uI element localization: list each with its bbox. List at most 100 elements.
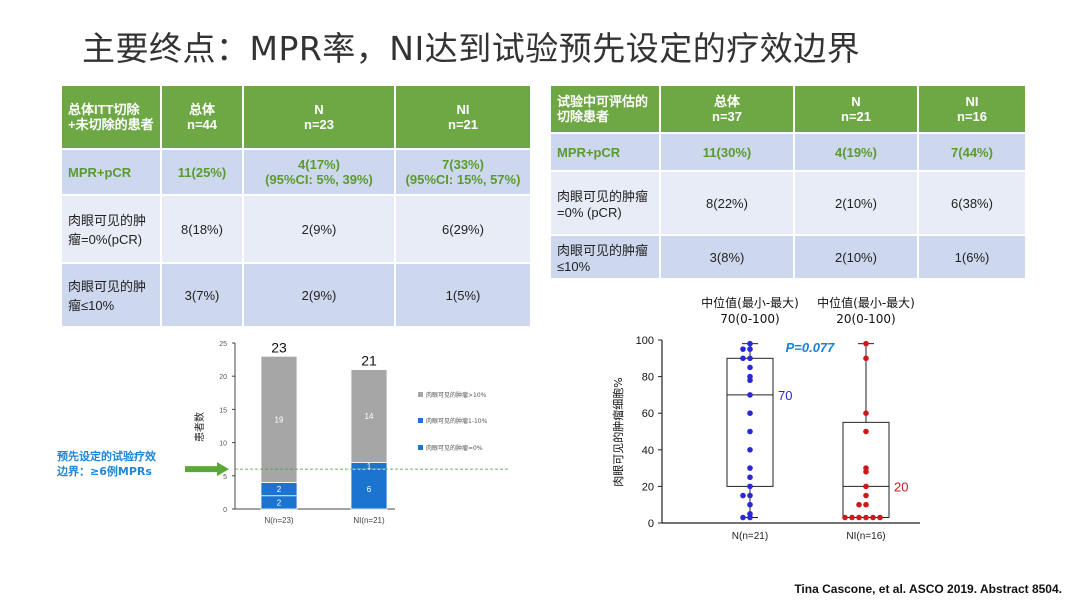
slide-title: 主要终点：MPR率，NI达到试验预先设定的疗效边界 xyxy=(82,29,861,68)
data-point xyxy=(747,364,753,371)
header-cell: NI n=16 xyxy=(917,84,1027,134)
cell: 2(9%) xyxy=(242,194,396,264)
row-label: 肉眼可见的肿瘤≤10% xyxy=(60,262,162,328)
data-point xyxy=(747,501,753,508)
bar-total-label: 21 xyxy=(361,353,377,369)
cell: 6(29%) xyxy=(394,194,532,264)
data-point xyxy=(747,483,753,490)
data-point xyxy=(747,355,753,362)
data-point xyxy=(747,340,753,347)
legend-label: 肉眼可见的肿瘤>10% xyxy=(426,391,487,399)
y-tick-label: 10 xyxy=(219,441,227,448)
cell: 6(38%) xyxy=(917,170,1027,236)
row-label: 肉眼可见的肿瘤≤10% xyxy=(549,234,661,280)
data-point xyxy=(863,501,869,508)
y-tick-label: 20 xyxy=(642,481,654,493)
header-cell: N n=23 xyxy=(242,84,396,150)
y-tick-label: 80 xyxy=(642,372,654,384)
legend-label: 肉眼可见的肿瘤1-10% xyxy=(426,417,488,425)
y-tick-label: 20 xyxy=(219,374,227,381)
bar-segment xyxy=(260,355,298,483)
cell: 2(10%) xyxy=(793,234,919,280)
data-point xyxy=(747,392,753,398)
y-tick-label: 0 xyxy=(223,507,227,514)
data-point xyxy=(856,514,862,521)
bar-total-label: 23 xyxy=(271,339,287,355)
header-cell: NI n=21 xyxy=(394,84,532,150)
data-point xyxy=(856,501,862,508)
annotation-line2: 边界：≥6例MPRs xyxy=(56,464,152,478)
data-point xyxy=(747,447,753,453)
data-point xyxy=(863,355,869,362)
column-header-line1: 中位值(最小-最大) xyxy=(701,295,799,310)
header-cell: 总体 n=44 xyxy=(160,84,244,150)
cell: 11(30%) xyxy=(659,132,795,172)
data-point xyxy=(740,355,746,362)
data-point xyxy=(877,514,883,521)
legend-swatch xyxy=(418,445,423,450)
legend-label: 肉眼可见的肿瘤=0% xyxy=(426,444,483,452)
x-tick-label: NI(n=21) xyxy=(353,516,385,525)
row-label: 肉眼可见的肿瘤=0%(pCR) xyxy=(60,194,162,264)
legend-swatch xyxy=(418,418,423,423)
cell: 11(25%) xyxy=(160,148,244,196)
column-header-line2: 70(0-100) xyxy=(720,312,780,326)
cell: 8(18%) xyxy=(160,194,244,264)
column-header-line1: 中位值(最小-最大) xyxy=(817,295,915,310)
data-point xyxy=(842,514,848,521)
data-point xyxy=(747,492,753,499)
data-point xyxy=(747,514,753,521)
data-point xyxy=(863,468,869,475)
header-cell: 总体ITT切除+未切除的患者 xyxy=(60,84,162,150)
data-point xyxy=(863,492,869,499)
bar-segment xyxy=(350,468,388,510)
y-axis-label: 肉眼可见的肿瘤细胞% xyxy=(611,377,625,486)
bar-segment-label: 19 xyxy=(275,415,284,424)
x-tick-label: N(n=21) xyxy=(732,531,768,542)
data-point xyxy=(747,410,753,416)
header-cell: 试验中可评估的切除患者 xyxy=(549,84,661,134)
legend-swatch xyxy=(418,392,423,397)
data-point xyxy=(740,492,746,499)
reference-citation: Tina Cascone, et al. ASCO 2019. Abstract… xyxy=(794,582,1062,596)
y-tick-label: 15 xyxy=(219,407,227,414)
median-label: 20 xyxy=(894,479,908,494)
cell: 2(10%) xyxy=(793,170,919,236)
y-axis-label: 患者数 xyxy=(193,412,206,442)
table-right: 试验中可评估的切除患者 总体 n=37 N n=21 NI n=16 MPR+p… xyxy=(549,84,1027,280)
stacked-bar-chart: 0 5 10 15 20 25 患者数 2 2 19 23 N(n=23) 6 1 14 21 NI(n=21)… xyxy=(56,339,510,525)
bar-segment-label: 2 xyxy=(277,498,282,507)
data-point xyxy=(740,346,746,352)
cell: 2(9%) xyxy=(242,262,396,328)
header-cell: N n=21 xyxy=(793,84,919,134)
x-tick-label: N(n=23) xyxy=(264,516,293,525)
data-point xyxy=(863,514,869,521)
cell: 3(7%) xyxy=(160,262,244,328)
cell: 1(6%) xyxy=(917,234,1027,280)
data-point xyxy=(870,514,876,521)
data-point xyxy=(863,410,869,416)
data-point xyxy=(747,465,753,471)
data-point xyxy=(740,514,746,521)
cell: 7(44%) xyxy=(917,132,1027,172)
median-label: 70 xyxy=(778,388,792,403)
data-point xyxy=(747,474,753,481)
data-point xyxy=(747,346,753,352)
annotation-line1: 预先设定的试验疗效 xyxy=(57,449,157,463)
row-label: MPR+pCR xyxy=(549,132,661,172)
cell: 7(33%) (95%CI: 15%, 57%) xyxy=(394,148,532,196)
y-tick-label: 40 xyxy=(642,445,654,457)
arrow-icon xyxy=(185,462,229,477)
table-left: 总体ITT切除+未切除的患者 总体 n=44 N n=23 NI n=21 MP… xyxy=(60,84,532,328)
bar-segment-label: 1 xyxy=(367,462,372,471)
cell: 3(8%) xyxy=(659,234,795,280)
cell: 4(19%) xyxy=(793,132,919,172)
cell: 1(5%) xyxy=(394,262,532,328)
row-label: 肉眼可见的肿瘤=0% (pCR) xyxy=(549,170,661,236)
x-tick-label: NI(n=16) xyxy=(846,531,885,542)
y-tick-label: 60 xyxy=(642,408,654,420)
row-label: MPR+pCR xyxy=(60,148,162,196)
bar-segment-label: 14 xyxy=(365,412,374,421)
y-tick-label: 5 xyxy=(223,474,227,481)
header-cell: 总体 n=37 xyxy=(659,84,795,134)
